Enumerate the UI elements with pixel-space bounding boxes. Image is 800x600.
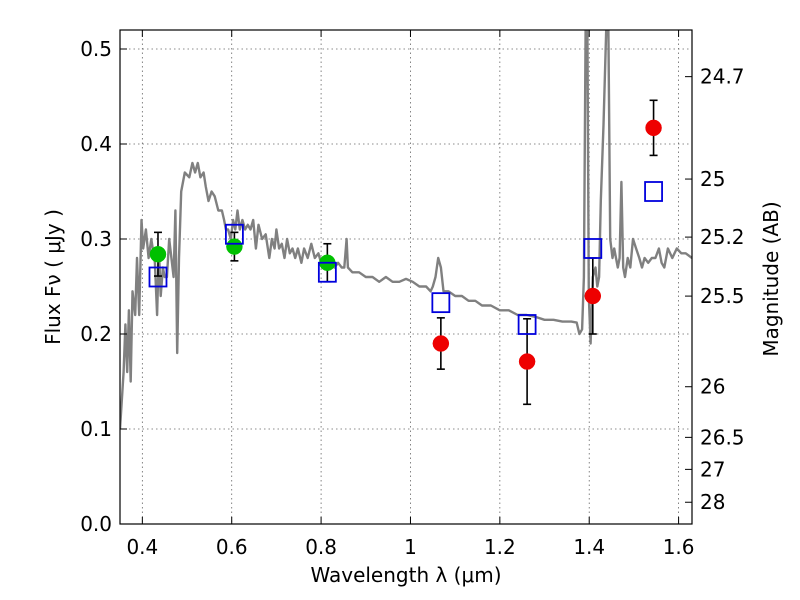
right-axis-label: Magnitude (AB) [759,201,783,356]
template-spectrum-line [120,30,692,430]
right-tick-label: 25 [700,167,725,191]
data-point-nir [584,287,602,305]
y-tick-label: 0.2 [80,322,112,346]
right-tick-label: 26.5 [700,425,745,449]
data-point-optical [149,245,167,263]
right-tick-label: 25.5 [700,284,745,308]
data-point-nir [518,353,536,370]
data-point-nir [645,119,662,137]
y-tick-label: 0.3 [80,227,112,251]
x-tick-label: 0.8 [305,535,337,559]
y-tick-label: 0.1 [80,417,112,441]
photometry-points [148,99,663,406]
template-spectrum-group [120,30,692,430]
x-tick-label: 1 [404,535,417,559]
right-tick-label: 25.2 [700,225,745,249]
right-tick-label: 28 [700,490,725,514]
data-point-nir [432,335,450,352]
model-point-square [148,266,168,288]
grid-lines [120,30,692,525]
x-tick-label: 1.6 [663,535,695,559]
model-point-square [583,238,603,259]
model-point-square [224,223,244,245]
axis-ticks: 0.4 0.6 0.8 1 1.2 1.4 1.6 0.0 0.1 0.2 0.3 0.4 0.5 24.… [80,30,745,559]
y-tick-label: 0.4 [80,132,112,156]
plot-frame [119,29,693,525]
model-point-square [644,181,663,202]
x-tick-label: 1.2 [484,535,516,559]
model-point-square [317,261,337,283]
y-tick-label: 0.0 [80,512,112,536]
x-tick-label: 0.4 [126,535,158,559]
x-axis-label: Wavelength λ (μm) [310,563,501,587]
model-point-square [431,292,451,314]
x-tick-label: 0.6 [216,535,248,559]
x-tick-label: 1.4 [573,535,605,559]
data-point-optical [226,238,243,255]
right-tick-label: 24.7 [700,65,745,89]
model-point-square [517,314,537,335]
y-tick-label: 0.5 [80,37,112,61]
y-axis-label: Flux Fν ( μJy ) [41,209,65,345]
right-tick-label: 27 [700,457,725,481]
right-tick-label: 26 [700,375,725,399]
